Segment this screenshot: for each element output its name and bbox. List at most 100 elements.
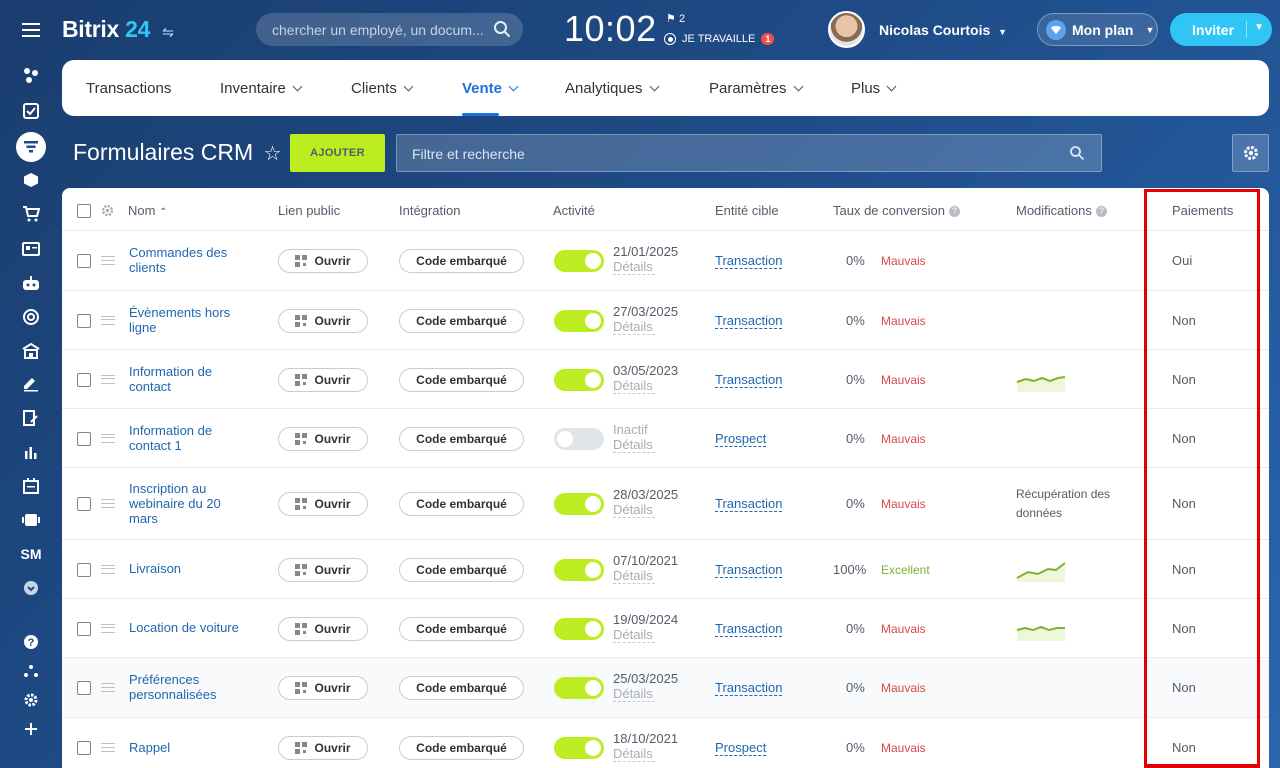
sm-label[interactable]: SM (20, 546, 42, 562)
target-entity-link[interactable]: Transaction (715, 371, 783, 388)
clock[interactable]: 10:02 (564, 8, 657, 49)
col-payments[interactable]: Paiements (1172, 203, 1234, 218)
nav-item-parametres[interactable]: Paramètres (709, 80, 803, 97)
activity-toggle[interactable] (554, 250, 604, 272)
open-link-button[interactable]: Ouvrir (278, 249, 368, 273)
embed-code-button[interactable]: Code embarqué (399, 676, 524, 700)
table-row[interactable]: Préférences personnalisées Ouvrir Code emb… (62, 658, 1269, 718)
table-row[interactable]: Inscription au webinaire du 20 mars Ouvri… (62, 468, 1269, 540)
activity-toggle[interactable] (554, 617, 604, 640)
target-entity-link[interactable]: Transaction (715, 680, 783, 696)
nav-item-plus[interactable]: Plus (851, 80, 897, 97)
analytics-icon[interactable] (19, 440, 43, 464)
table-row[interactable]: Rappel Ouvrir Code embarqué 18/10/2021 Détai… (62, 718, 1269, 768)
row-checkbox[interactable] (77, 621, 91, 636)
open-link-button[interactable]: Ouvrir (278, 676, 368, 700)
row-checkbox[interactable] (77, 313, 91, 328)
logo[interactable]: Bitrix 24 ⇋ (62, 16, 174, 43)
network-icon[interactable] (19, 659, 43, 683)
open-link-button[interactable]: Ouvrir (278, 367, 368, 392)
table-row[interactable]: Commandes des clients Ouvrir Code embarqué… (62, 231, 1269, 291)
row-checkbox[interactable] (77, 431, 91, 446)
row-checkbox[interactable] (77, 372, 91, 387)
activity-toggle[interactable] (554, 368, 604, 391)
table-row[interactable]: Location de voiture Ouvrir Code embarqué 19… (62, 599, 1269, 658)
activity-toggle[interactable] (554, 677, 604, 699)
table-row[interactable]: Information de contact 1 Ouvrir Code embar… (62, 409, 1269, 468)
open-link-button[interactable]: Ouvrir (278, 426, 368, 451)
col-public-link[interactable]: Lien public (278, 203, 341, 218)
drag-handle-icon[interactable] (101, 743, 115, 752)
target-entity-link[interactable]: Transaction (715, 620, 783, 637)
plan-button[interactable]: Mon plan ▼ (1037, 13, 1158, 46)
drag-handle-icon[interactable] (101, 623, 115, 633)
help-icon[interactable]: ? (1095, 206, 1107, 218)
table-row[interactable]: Information de contact Ouvrir Code embarqu… (62, 350, 1269, 409)
user-name[interactable]: Nicolas Courtois ▼ (879, 22, 1007, 38)
form-name-link[interactable]: Information de contact (129, 363, 213, 394)
add-icon[interactable] (19, 717, 43, 741)
target-entity-link[interactable]: Prospect (715, 430, 767, 447)
target-entity-link[interactable]: Transaction (715, 312, 783, 329)
form-name-link[interactable]: Préférences personnalisées (129, 672, 217, 702)
embed-code-button[interactable]: Code embarqué (399, 616, 524, 641)
details-link[interactable]: Détails (613, 686, 655, 702)
settings-icon[interactable] (19, 688, 43, 712)
nav-item-inventaire[interactable]: Inventaire (220, 80, 303, 97)
row-checkbox[interactable] (77, 497, 91, 511)
form-name-link[interactable]: Commandes des clients (129, 245, 228, 275)
embed-code-button[interactable]: Code embarqué (399, 736, 524, 760)
drag-handle-icon[interactable] (101, 499, 115, 508)
embed-code-button[interactable]: Code embarqué (399, 367, 524, 392)
select-all-checkbox[interactable] (77, 204, 91, 218)
target-entity-link[interactable]: Transaction (715, 561, 783, 578)
nav-item-analytiques[interactable]: Analytiques (565, 80, 660, 97)
open-link-button[interactable]: Ouvrir (278, 616, 368, 641)
drag-handle-icon[interactable] (101, 374, 115, 384)
col-conversion[interactable]: Taux de conversion? (833, 203, 961, 218)
calendar-icon[interactable] (19, 474, 43, 498)
flag-counter[interactable]: ⚑ 2 (666, 12, 685, 25)
nav-item-clients[interactable]: Clients (351, 80, 414, 97)
drag-handle-icon[interactable] (101, 433, 115, 443)
open-link-button[interactable]: Ouvrir (278, 736, 368, 760)
video-icon[interactable] (19, 508, 43, 532)
col-target[interactable]: Entité cible (715, 203, 779, 218)
details-link[interactable]: Détails (613, 319, 655, 335)
tasks-icon[interactable] (19, 99, 43, 123)
nav-item-vente[interactable]: Vente (462, 80, 519, 116)
menu-icon[interactable] (19, 18, 43, 42)
details-link[interactable]: Détails (613, 437, 655, 453)
form-name-link[interactable]: Location de voiture (129, 620, 239, 635)
drag-handle-icon[interactable] (101, 256, 115, 265)
col-modifications[interactable]: Modifications? (1016, 203, 1107, 218)
help-icon[interactable]: ? (19, 630, 43, 654)
invite-button[interactable]: Inviter ▼ (1170, 13, 1272, 46)
target-entity-link[interactable]: Transaction (715, 496, 783, 512)
col-name[interactable]: Nom ⌃ (128, 203, 167, 218)
box-icon[interactable] (19, 168, 43, 192)
col-integration[interactable]: Intégration (399, 203, 461, 218)
open-link-button[interactable]: Ouvrir (278, 557, 368, 582)
details-link[interactable]: Détails (613, 746, 655, 762)
crm-icon[interactable] (16, 132, 46, 162)
details-link[interactable]: Détails (613, 259, 655, 275)
embed-code-button[interactable]: Code embarqué (399, 426, 524, 451)
settings-button[interactable] (1232, 134, 1269, 172)
more-icon[interactable] (19, 576, 43, 600)
add-button[interactable]: AJOUTER (290, 134, 385, 172)
cart-icon[interactable] (19, 202, 43, 226)
embed-code-button[interactable]: Code embarqué (399, 249, 524, 273)
embed-code-button[interactable]: Code embarqué (399, 308, 524, 333)
open-link-button[interactable]: Ouvrir (278, 492, 368, 516)
target-entity-link[interactable]: Transaction (715, 253, 783, 269)
feed-icon[interactable] (19, 63, 43, 87)
form-name-link[interactable]: Livraison (129, 561, 182, 576)
robot-icon[interactable] (19, 271, 43, 295)
nav-item-transactions[interactable]: Transactions (86, 80, 171, 97)
drag-handle-icon[interactable] (101, 683, 115, 692)
chevron-down-icon[interactable]: ▼ (1254, 22, 1264, 33)
search-icon[interactable] (1069, 145, 1085, 161)
drag-handle-icon[interactable] (101, 315, 115, 325)
activity-toggle[interactable] (554, 309, 604, 332)
